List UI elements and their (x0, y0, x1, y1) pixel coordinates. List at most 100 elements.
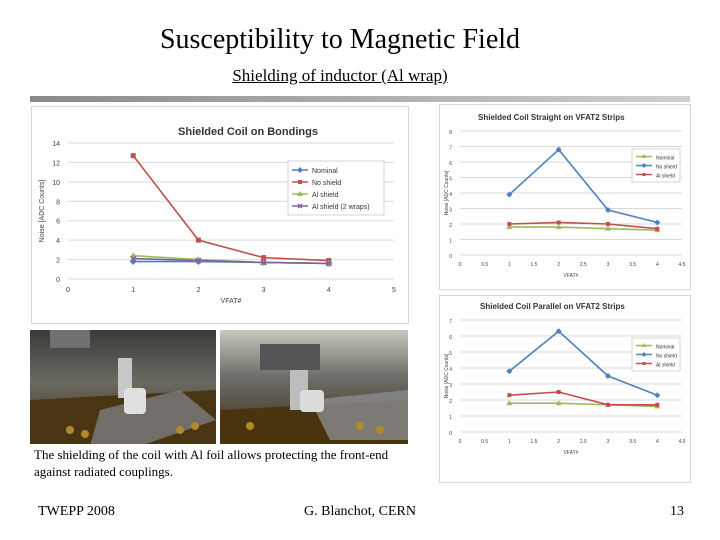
y-axis-label: Noise [ADC Counts] (444, 170, 450, 215)
data-point (556, 220, 561, 225)
x-axis-label: VFAT# (564, 450, 579, 456)
x-tick-label: 0 (459, 262, 462, 268)
chart-shielded-coil-parallel: Shielded Coil Parallel on VFAT2 Strips 0 1… (439, 295, 691, 483)
data-point (555, 224, 562, 230)
data-point (325, 260, 332, 267)
series-line (133, 257, 329, 265)
series-line (509, 226, 658, 231)
data-point (606, 222, 610, 226)
footer-center: G. Blanchot, CERN (304, 504, 416, 519)
y-axis-label: Noise [ADC Counts] (39, 180, 46, 243)
data-point (642, 173, 646, 176)
data-point (654, 219, 661, 226)
y-tick-label: 8 (449, 130, 452, 136)
data-point (506, 368, 513, 375)
x-tick-label: 3.5 (629, 439, 636, 445)
chart-title: Shielded Coil Straight on VFAT2 Strips (478, 113, 625, 122)
x-tick-label: 4.5 (679, 439, 686, 445)
y-tick-label: 4 (56, 238, 60, 245)
slide-subtitle: Shielding of inductor (Al wrap) (232, 66, 448, 85)
data-point (605, 207, 611, 214)
page-number: 13 (670, 504, 684, 519)
legend-label: Nominal (312, 168, 338, 175)
y-tick-label: 7 (449, 319, 452, 325)
data-point (556, 390, 561, 394)
y-tick-label: 5 (449, 351, 452, 357)
y-tick-label: 3 (449, 208, 452, 214)
data-point (506, 224, 513, 230)
x-tick-label: 5 (392, 287, 396, 294)
y-tick-label: 5 (449, 177, 452, 183)
x-tick-label: 2.5 (580, 262, 587, 268)
legend-label: No shield (656, 354, 677, 360)
chart-title: Shielded Coil on Bondings (178, 126, 318, 138)
y-tick-label: 2 (449, 399, 452, 405)
y-tick-label: 10 (52, 180, 60, 187)
data-point (130, 255, 137, 262)
x-tick-label: 0 (459, 439, 462, 445)
x-axis-label: VFAT# (564, 273, 579, 279)
data-point (261, 255, 267, 261)
data-point (655, 226, 660, 231)
y-tick-label: 7 (449, 146, 452, 152)
data-point (655, 402, 660, 407)
photo-coil-on-strips (220, 330, 408, 446)
legend-label: Al shield (2 wraps) (312, 204, 370, 211)
data-point (641, 343, 647, 347)
x-tick-label: 0.5 (481, 439, 488, 445)
legend-label: Nominal (656, 156, 674, 162)
legend-label: No shield (656, 165, 677, 171)
series-line (132, 155, 329, 262)
legend-label: No shield (312, 180, 341, 187)
y-tick-label: 14 (52, 141, 60, 148)
x-tick-label: 0.5 (481, 262, 488, 268)
data-point (555, 328, 562, 335)
y-tick-label: 2 (449, 223, 452, 229)
x-tick-label: 1 (508, 439, 511, 445)
x-tick-label: 2.5 (580, 439, 587, 445)
data-point (641, 163, 647, 168)
x-tick-label: 1.5 (531, 262, 538, 268)
legend-label: Nominal (656, 345, 674, 351)
chart-shielded-coil-straight: Shielded Coil Straight on VFAT2 Strips 0 1… (439, 104, 691, 290)
y-tick-label: 2 (56, 258, 60, 265)
title-divider (30, 96, 690, 102)
data-point (507, 393, 512, 398)
data-point (195, 237, 201, 243)
x-tick-label: 4.5 (679, 262, 686, 268)
y-tick-label: 6 (449, 161, 452, 167)
data-point (297, 167, 303, 173)
data-point (605, 373, 611, 379)
data-point (507, 222, 512, 226)
data-point (641, 154, 647, 158)
series-line (509, 221, 658, 230)
series-line (509, 391, 658, 406)
series-line (508, 330, 658, 396)
y-tick-label: 1 (449, 415, 452, 421)
y-tick-label: 6 (449, 335, 452, 341)
data-point (297, 191, 303, 196)
y-tick-label: 3 (449, 383, 452, 389)
x-tick-label: 2 (557, 262, 560, 268)
x-tick-label: 2 (557, 439, 560, 445)
data-point (195, 257, 202, 264)
x-tick-label: 0 (66, 287, 70, 294)
chart-title: Shielded Coil Parallel on VFAT2 Strips (480, 302, 625, 311)
y-tick-label: 8 (56, 199, 60, 206)
y-tick-label: 6 (56, 219, 60, 226)
data-point (641, 352, 647, 357)
data-point (555, 400, 562, 406)
x-tick-label: 1.5 (531, 439, 538, 445)
data-point (654, 392, 661, 399)
x-tick-label: 4 (656, 439, 659, 445)
x-tick-label: 3 (262, 287, 266, 294)
data-point (297, 203, 303, 209)
slide-title: Susceptibility to Magnetic Field (159, 24, 521, 55)
y-tick-label: 4 (449, 367, 452, 373)
x-tick-label: 3 (607, 439, 610, 445)
data-point (506, 400, 513, 406)
chart-shielded-coil-on-bondings: Shielded Coil on Bondings 0 2 4 6 8 10 12 14 0 1 2 3… (31, 106, 409, 324)
data-point (130, 153, 136, 159)
data-point (506, 191, 513, 198)
data-point (260, 259, 267, 266)
